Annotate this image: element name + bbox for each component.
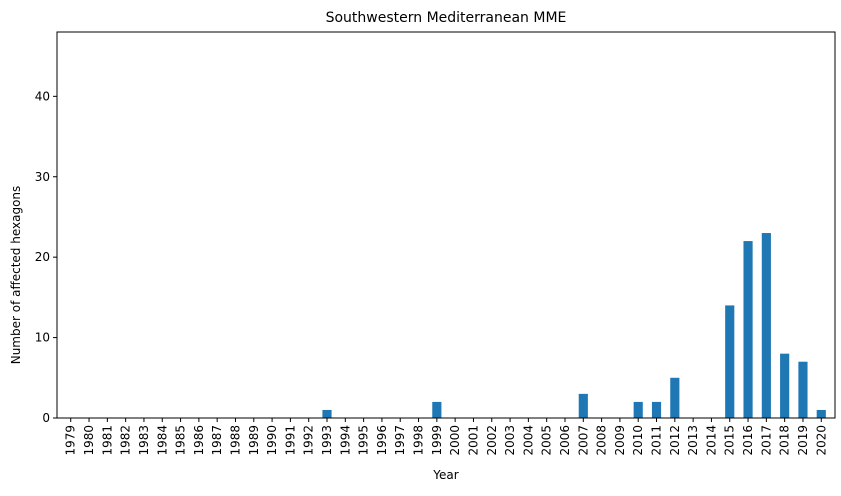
bar-2010	[633, 401, 643, 418]
x-tick-label: 2007	[576, 425, 590, 456]
x-tick-label: 1998	[412, 425, 426, 456]
y-axis: 0 10 20 30 40	[35, 89, 57, 425]
x-tick-label: 1999	[430, 425, 444, 456]
x-tick-label: 1981	[100, 425, 114, 456]
x-tick-label: 2019	[796, 425, 810, 456]
bar-2011	[651, 401, 662, 418]
x-tick-label: 1983	[137, 425, 151, 456]
bars	[322, 233, 826, 418]
chart-title: Southwestern Mediterranean MME	[326, 10, 567, 26]
x-tick-label: 2001	[466, 425, 480, 456]
x-tick-label: 2008	[595, 425, 609, 456]
x-tick-label: 2006	[558, 425, 572, 456]
x-tick-label: 1985	[174, 425, 188, 456]
bar-2016	[743, 241, 753, 418]
x-tick-label: 1993	[320, 425, 334, 456]
x-tick-label: 1980	[82, 425, 96, 456]
y-tick-label: 10	[35, 331, 50, 345]
bar-1999	[432, 401, 442, 418]
x-tick-label: 1994	[338, 425, 352, 456]
x-tick-label: 2000	[448, 425, 462, 456]
bar-1993	[322, 409, 332, 418]
y-axis-label: Number of affected hexagons	[9, 186, 23, 365]
x-tick-label: 2014	[704, 425, 718, 456]
x-tick-label: 2002	[485, 425, 499, 456]
bar-2019	[798, 361, 808, 418]
bar-2020	[816, 409, 826, 418]
bar-2018	[780, 353, 790, 418]
x-tick-label: 1988	[228, 425, 242, 456]
x-tick-label: 1984	[155, 425, 169, 456]
x-tick-label: 2010	[631, 425, 645, 456]
bar-2012	[670, 377, 680, 418]
plot-frame	[56, 31, 836, 419]
x-tick-label: 2009	[613, 425, 627, 456]
x-tick-label: 2005	[540, 425, 554, 456]
x-tick-label: 2003	[503, 425, 517, 456]
x-tick-label: 1991	[283, 425, 297, 456]
x-tick-label: 1997	[393, 425, 407, 456]
x-tick-label: 1987	[210, 425, 224, 456]
bar-2007	[578, 393, 588, 418]
x-tick-label: 2011	[650, 425, 664, 456]
y-tick-label: 30	[35, 170, 50, 184]
x-tick-label: 2004	[521, 425, 535, 456]
x-tick-label: 1992	[302, 425, 316, 456]
x-tick-label: 1995	[357, 425, 371, 456]
x-tick-label: 2016	[741, 425, 755, 456]
x-tick-label: 1990	[265, 425, 279, 456]
y-tick-label: 20	[35, 250, 50, 264]
x-axis: 1979 1980 1981 1982 1983 1984 1985 1986 1987 1988…	[64, 418, 828, 456]
x-tick-label: 2018	[778, 425, 792, 456]
x-tick-label: 1996	[375, 425, 389, 456]
x-tick-label: 1979	[64, 425, 78, 456]
y-tick-label: 40	[35, 89, 50, 103]
x-tick-label: 1982	[119, 425, 133, 456]
bar-2017	[761, 233, 771, 418]
x-tick-label: 1986	[192, 425, 206, 456]
bar-2015	[725, 305, 735, 418]
x-tick-label: 2013	[686, 425, 700, 456]
x-tick-label: 1989	[247, 425, 261, 456]
x-tick-label: 2015	[723, 425, 737, 456]
x-axis-label: Year	[432, 468, 458, 482]
x-tick-label: 2020	[814, 425, 828, 456]
y-tick-label: 0	[42, 411, 50, 425]
x-tick-label: 2017	[759, 425, 773, 456]
x-tick-label: 2012	[668, 425, 682, 456]
